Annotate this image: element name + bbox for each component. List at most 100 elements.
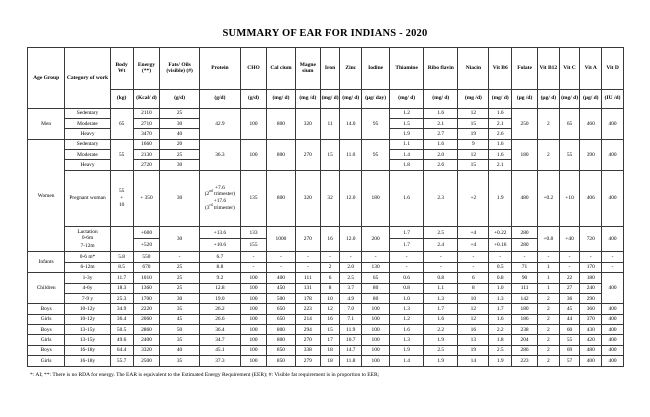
cell-protein: 26.6 (198, 313, 242, 326)
cell-vit-b12: 2 (536, 138, 560, 171)
cell-thiamine: 1.6 (389, 323, 425, 336)
cell-iodine: - (361, 251, 391, 263)
cell-riboflavin: 2.6 (423, 159, 459, 171)
cell-iodine-lactation: 200 (361, 225, 391, 253)
table-row: Infants 0-6 m* 5.8 550 - 6.7 - - - - - -… (26, 251, 624, 274)
cell-zinc: 2.5 (339, 272, 363, 284)
cell-fats: 25 (159, 261, 200, 274)
col-header-vit-b6: Vit B6 (488, 47, 513, 90)
cell-vit-b6: 1.8 (488, 334, 513, 346)
cell-vit-b12: 2 (536, 292, 560, 305)
cell-vit-d-lactation: 400 (601, 225, 624, 253)
cell-vit-b12: 1 (536, 272, 560, 284)
cell-iodine: 100 (361, 334, 391, 346)
cell-cho-pregnant: 135 (240, 169, 267, 227)
cell-folate-pregnant: 480 (511, 169, 538, 227)
cell-vit-a: 430 (579, 323, 603, 336)
cell-protein: 36.4 (198, 323, 242, 336)
cell-cho: 100 (240, 138, 267, 171)
unit-niacin: (mg /d) (457, 88, 490, 109)
unit-magnesium: (mg /d) (294, 88, 321, 109)
table-row: Girls 10-12y 36.4 2060 45 26.6 100 650 2… (26, 313, 624, 326)
cell-vit-b6-lactation-7-12m: +0.16 (488, 238, 513, 253)
cell-fats: 30 (159, 292, 200, 305)
group-label-men: Men (26, 107, 66, 140)
cell-zinc: - (339, 251, 363, 263)
group-label-infants: Infants (26, 251, 66, 274)
cell-vit-a: 240 (579, 282, 603, 294)
cell-iron: 15 (319, 323, 341, 336)
cell-cho: 100 (240, 282, 267, 294)
group-label-women: Women (26, 138, 66, 253)
cell-vit-c: 36 (558, 292, 581, 305)
cell-iodine: 95 (361, 138, 391, 171)
cell-category: 6-12m (64, 261, 111, 274)
cell-zinc: 11.8 (339, 355, 363, 367)
cell-niacin: 12 (457, 313, 490, 326)
col-header-age-group: Age Group (26, 47, 66, 109)
cell-category: 10-12y (64, 313, 111, 326)
unit-iodine: (µg/ day) (361, 88, 391, 109)
cell-protein: 6.7 (198, 251, 242, 263)
cell-magnesium-pregnant: 320 (294, 169, 321, 227)
protein-line-4: (3rd trimester) (205, 203, 235, 211)
cell-folate: 111 (511, 282, 538, 294)
cell-body-wt: 64.4 (109, 344, 134, 357)
cell-vit-c: 22 (558, 272, 581, 284)
cell-body-wt: 11.7 (109, 272, 134, 284)
cell-vit-b6: 2.2 (488, 323, 513, 336)
cell-calcium-lactation: 1000 (265, 225, 296, 253)
cell-zinc: 10.7 (339, 334, 363, 346)
cell-category-lactation: Lactation 0-6m 7-12m (64, 225, 111, 253)
unit-energy: (Kcal/ d) (132, 88, 161, 109)
cell-iron: 8 (319, 282, 341, 294)
cell-niacin: 15 (457, 159, 490, 171)
cell-niacin: 6 (457, 272, 490, 284)
cell-vit-b6: 1.0 (488, 282, 513, 294)
cell-fats: 35 (159, 355, 200, 367)
cell-folate: 180 (511, 138, 538, 171)
cell-calcium: 800 (265, 107, 296, 140)
table-row: Heavy 2720 30 1.8 2.6 15 2.1 (28, 159, 624, 171)
table-row-lactation-0-6m: Lactation 0-6m 7-12m +600 30 +13.6 133 1… (28, 225, 624, 253)
cell-energy: 670 (132, 261, 161, 274)
cell-protein: 19.0 (198, 292, 242, 305)
cell-vit-a: 480 (579, 344, 603, 357)
cell-iron-pregnant: 32 (319, 169, 341, 227)
cell-thiamine: 0.6 (389, 272, 425, 284)
cell-riboflavin: 1.1 (423, 282, 459, 294)
cell-magnesium-lactation: 270 (294, 225, 321, 253)
cell-magnesium: 111 (294, 272, 321, 284)
cell-body-wt: 18.3 (109, 282, 134, 294)
cell-energy: 1660 (132, 138, 161, 151)
cell-energy: 2710 (132, 117, 161, 130)
cell-thiamine: 1.8 (389, 159, 425, 171)
cell-category: Sedentary (64, 138, 111, 151)
cell-cho: 100 (240, 344, 267, 357)
cell-vit-b12: 2 (536, 334, 560, 346)
cell-riboflavin: 0.8 (423, 272, 459, 284)
cell-thiamine: 1.4 (389, 149, 425, 161)
cell-niacin: 14 (457, 355, 490, 367)
cell-riboflavin: 1.9 (423, 334, 459, 346)
cell-calcium: 850 (265, 355, 296, 367)
cell-folate: 204 (511, 334, 538, 346)
cell-riboflavin: 2.1 (423, 117, 459, 130)
cell-folate: 286 (511, 344, 538, 357)
cell-magnesium: 223 (294, 303, 321, 315)
col-header-energy: Energy (**) (132, 47, 161, 90)
cell-body-wt: 8.5 (109, 261, 134, 274)
group-label-boys: Boys (26, 323, 66, 336)
unit-calcium: (mg/ d) (265, 88, 296, 109)
table-header: Age Group Category of work Body Wt Energ… (26, 47, 624, 109)
cell-iron: - (319, 251, 341, 263)
cell-protein: 26.2 (198, 303, 242, 315)
cell-riboflavin-lactation-0-6m: 2.5 (423, 225, 459, 240)
cell-protein: 36.3 (198, 138, 242, 171)
cell-vit-c-pregnant: +10 (558, 169, 581, 227)
cell-category: 7-9 y (64, 292, 111, 305)
cell-vit-b6: 1.6 (488, 138, 513, 151)
cell-vit-b6: 2.1 (488, 159, 513, 171)
header-row-names: Age Group Category of work Body Wt Energ… (26, 47, 624, 109)
